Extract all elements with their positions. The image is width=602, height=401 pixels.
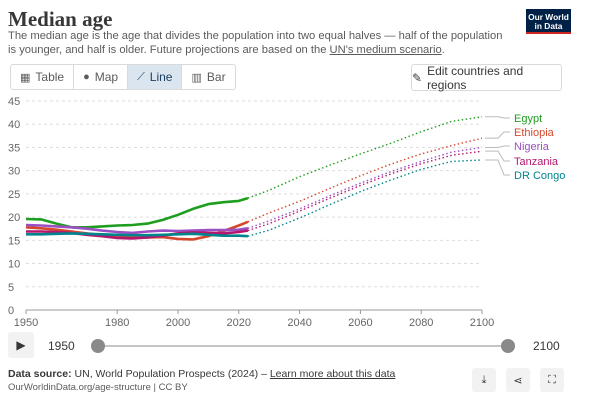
series-line-projection[interactable]: [247, 150, 483, 232]
y-tick-label: 45: [8, 96, 20, 108]
data-source: Data source: UN, World Population Prospe…: [8, 368, 395, 380]
label-connector: [485, 116, 510, 119]
x-tick-label: 2060: [348, 317, 372, 329]
y-tick-label: 10: [8, 259, 20, 271]
y-tick-label: 5: [8, 282, 14, 294]
timeline-end-handle[interactable]: [501, 339, 515, 353]
bar-chart-icon: ▥: [191, 71, 202, 84]
fullscreen-icon: ⛶: [548, 373, 556, 386]
tab-table[interactable]: ▦ Table: [11, 65, 75, 89]
timeline-end-label: 2100: [533, 339, 560, 353]
line-chart: 0 5 10 15 20 25 30 35 40 45 1950 1980 2000 2020 2040 20…: [8, 96, 565, 329]
timeline-track[interactable]: [98, 345, 508, 347]
series-label[interactable]: DR Congo: [514, 170, 565, 182]
pencil-icon: ✎: [412, 70, 423, 85]
share-button[interactable]: ⋖: [506, 368, 530, 392]
tab-bar[interactable]: ▥ Bar: [182, 65, 234, 89]
tab-map[interactable]: ● Map: [74, 65, 129, 89]
series-label[interactable]: Egypt: [514, 113, 542, 125]
y-tick-label: 20: [8, 212, 20, 224]
logo-line-2: in Data: [534, 21, 563, 31]
x-tick-label: 2080: [409, 317, 433, 329]
learn-more-link[interactable]: Learn more about this data: [269, 368, 396, 380]
y-tick-label: 15: [8, 235, 20, 247]
y-tick-label: 0: [8, 305, 14, 317]
x-tick-label: 1980: [105, 317, 129, 329]
subtitle-end: .: [441, 43, 445, 56]
source-prefix: Data source:: [8, 368, 72, 380]
play-icon: ▶: [16, 338, 26, 352]
source-url: OurWorldinData.org/age-structure | CC BY: [8, 382, 188, 393]
x-tick-label: 2100: [470, 317, 494, 329]
series-line-projection[interactable]: [247, 137, 483, 223]
series-line-observed[interactable]: [25, 223, 249, 235]
series-line-observed[interactable]: [26, 232, 248, 238]
y-tick-label: 35: [8, 142, 20, 154]
logo-line-1: Our World: [528, 12, 569, 22]
series-label[interactable]: Ethiopia: [514, 127, 555, 139]
share-icon: ⋖: [513, 374, 523, 387]
series-line-projection[interactable]: [247, 159, 483, 237]
tab-bar-label: Bar: [206, 70, 226, 84]
series-label[interactable]: Tanzania: [514, 156, 559, 168]
edit-countries-button[interactable]: ✎ Edit countries and regions: [411, 63, 562, 92]
series-label[interactable]: Nigeria: [514, 141, 550, 153]
globe-icon: ●: [83, 71, 90, 83]
tab-map-label: Map: [94, 70, 119, 84]
download-icon: ⤓: [481, 373, 487, 386]
series-line-projection[interactable]: [247, 146, 483, 229]
timeline-start-label: 1950: [48, 339, 75, 353]
subtitle-text: The median age is the age that divides t…: [8, 30, 503, 56]
source-text: UN, World Population Prospects (2024) –: [71, 368, 270, 380]
timeline-start-handle[interactable]: [91, 339, 105, 353]
medium-scenario-link[interactable]: UN's medium scenario: [329, 43, 442, 56]
play-button[interactable]: ▶: [8, 332, 34, 358]
tab-line-label: Line: [149, 70, 173, 84]
download-button[interactable]: ⤓: [472, 368, 496, 392]
chart-title: Median age: [8, 7, 113, 31]
y-tick-label: 25: [8, 189, 20, 201]
y-tick-label: 30: [8, 166, 20, 178]
x-tick-label: 2020: [227, 317, 251, 329]
series-line-observed[interactable]: [25, 196, 249, 229]
series-line-projection[interactable]: [247, 116, 483, 199]
tab-line[interactable]: ⟋ Line: [128, 65, 183, 89]
label-connector: [485, 145, 510, 148]
x-tick-label: 2000: [166, 317, 190, 329]
line-chart-icon: ⟋: [137, 70, 145, 83]
y-tick-label: 40: [8, 119, 20, 131]
label-connector: [485, 159, 510, 176]
x-tick-label: 2040: [287, 317, 311, 329]
owid-logo[interactable]: Our World in Data: [526, 9, 571, 34]
label-connector: [485, 150, 510, 162]
table-icon: ▦: [20, 71, 31, 84]
edit-countries-label: Edit countries and regions: [427, 63, 524, 92]
label-connector: [485, 131, 510, 139]
chart-tabs: ▦ Table ● Map ⟋ Line ▥ Bar: [10, 64, 236, 90]
x-tick-label: 1950: [14, 317, 38, 329]
tab-table-label: Table: [35, 70, 65, 84]
fullscreen-button[interactable]: ⛶: [540, 368, 564, 392]
chart-subtitle: The median age is the age that divides t…: [8, 30, 508, 57]
